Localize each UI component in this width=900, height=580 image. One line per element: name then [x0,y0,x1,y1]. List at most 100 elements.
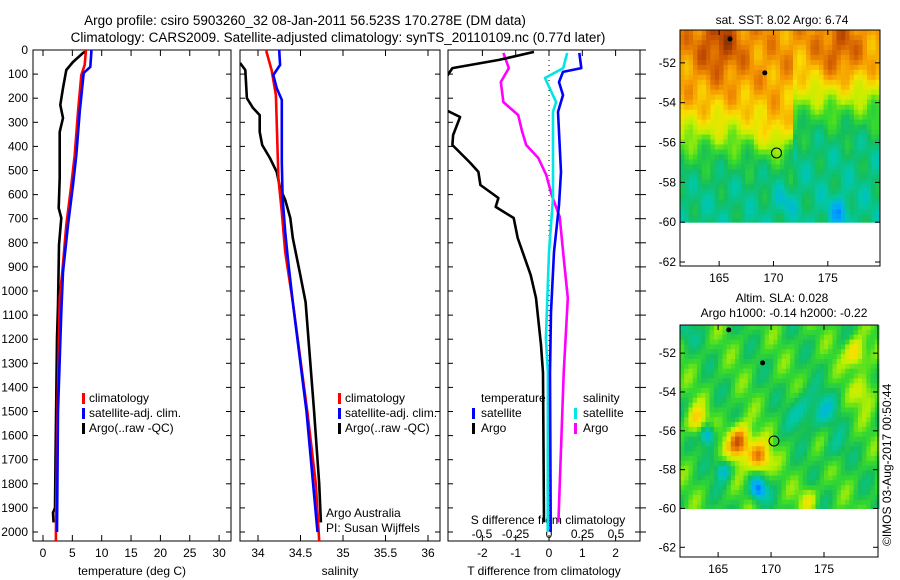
map-cell [718,431,723,438]
map-cell [718,344,723,350]
map-cell [696,383,702,389]
map-cell [775,104,781,111]
map-cell [810,144,816,150]
map-cell [773,431,778,438]
map-cell [684,194,690,200]
map-cell [870,456,876,462]
map-cell [735,446,740,452]
map-cell [745,99,750,106]
map-cell [781,412,787,418]
map-cell [736,99,742,106]
map-cell [853,465,859,472]
map-cell [775,129,781,136]
map-cell [819,119,824,126]
map-cell [824,499,829,506]
map-cell [688,204,694,210]
map-cell [827,164,833,170]
map-cell [709,388,715,394]
map-cell [824,451,829,457]
map-cell [828,407,833,413]
map-cell [798,378,804,384]
map-cell [836,494,842,501]
map-cell [726,397,732,404]
map-cell [736,89,742,96]
map-cell [828,354,833,360]
map-cell [768,359,774,365]
map-cell [798,334,804,341]
map-cell [758,134,764,141]
map-cell [718,373,723,379]
map-cell [802,470,808,476]
map-cell [701,79,707,86]
map-cell [773,451,778,457]
x-axis-label: salinity [322,564,359,578]
map-cell [815,407,821,413]
map-cell [709,392,715,399]
map-cell [762,54,768,61]
map-cell [718,417,723,423]
map-cell [773,446,778,452]
map-cell [732,174,737,180]
map-cell [819,184,824,190]
map-cell [693,154,698,160]
map-cell [739,456,744,462]
map-cell [819,219,824,223]
map-cell [866,417,872,423]
map-cell [857,407,863,413]
map-cell [802,388,808,394]
map-cell [709,456,715,462]
map-cell [697,179,703,185]
map-cell [840,441,846,447]
map-cell [693,35,698,41]
map-cell [719,184,724,190]
map-cell [845,129,850,136]
map-cell [780,89,785,96]
map-cell [819,383,825,389]
map-cell [680,359,685,365]
map-cell [836,114,842,121]
map-cell [713,373,719,379]
map-cell [771,189,777,195]
map-cell [784,40,790,46]
map-cell [793,84,798,91]
map-cell [853,109,859,116]
legend-swatch [338,393,341,404]
map-cell [827,79,833,86]
map-cell [714,94,720,101]
map-cell [832,470,838,476]
map-cell [777,431,783,438]
map-cell [785,422,791,428]
map-cell [740,35,746,41]
map-cell [713,494,719,501]
map-cell [752,325,757,331]
map-cell [696,359,702,365]
map-cell [775,164,781,170]
map-cell [781,426,787,433]
map-cell [705,329,711,336]
map-cell [760,412,766,418]
map-cell [736,164,742,170]
map-cell [832,164,837,170]
map-cell [706,109,711,116]
map-cell [764,412,770,418]
map-cell [781,344,787,350]
map-cell [862,104,868,111]
map-cell [797,54,803,61]
map-cell [767,209,772,215]
map-cell [819,325,825,331]
map-cell [735,494,740,501]
map-cell [811,325,816,331]
map-cell [710,40,716,46]
map-cell [680,184,685,190]
map-cell [862,344,867,350]
map-cell [802,441,808,447]
map-cell [801,164,807,170]
map-cell [780,94,785,101]
map-cell [819,368,825,375]
map-cell [767,204,772,210]
map-cell [693,149,698,155]
map-cell [853,99,859,106]
map-cell [870,368,876,375]
map-cell [840,204,846,210]
map-cell [793,74,798,81]
